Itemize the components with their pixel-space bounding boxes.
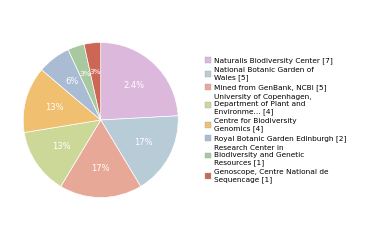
Wedge shape xyxy=(101,116,178,186)
Wedge shape xyxy=(42,50,101,120)
Wedge shape xyxy=(24,120,101,186)
Text: 6%: 6% xyxy=(65,77,78,86)
Text: 17%: 17% xyxy=(91,164,110,173)
Text: 3%: 3% xyxy=(90,69,101,75)
Wedge shape xyxy=(101,42,178,120)
Text: 13%: 13% xyxy=(52,143,70,151)
Wedge shape xyxy=(84,42,101,120)
Wedge shape xyxy=(68,44,101,120)
Text: 3%: 3% xyxy=(79,72,91,78)
Wedge shape xyxy=(23,70,101,132)
Text: 2.4%: 2.4% xyxy=(123,81,144,90)
Text: 17%: 17% xyxy=(134,138,152,147)
Wedge shape xyxy=(61,120,141,198)
Legend: Naturalis Biodiversity Center [7], National Botanic Garden of
Wales [5], Mined f: Naturalis Biodiversity Center [7], Natio… xyxy=(205,57,347,183)
Text: 13%: 13% xyxy=(45,103,64,112)
